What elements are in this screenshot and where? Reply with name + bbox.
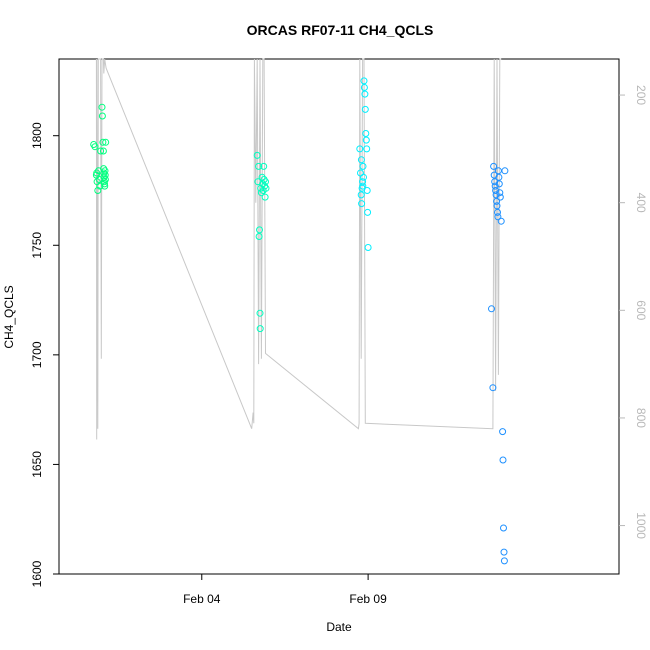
point-2-15 [363, 187, 371, 194]
x-axis-label: Date [326, 620, 352, 634]
y-tick-label-3: 1750 [30, 232, 44, 259]
y2-tick-label-1: 400 [634, 193, 648, 213]
point-1-2 [255, 162, 263, 170]
point-0-21 [102, 138, 110, 146]
y-tick-label-0: 1600 [30, 560, 44, 587]
point-3-23 [501, 167, 509, 175]
point-3-11 [494, 213, 502, 221]
point-2-5 [359, 178, 367, 186]
point-0-19 [101, 171, 109, 179]
chart-title: ORCAS RF07-11 CH4_QCLS [247, 22, 434, 38]
point-3-20 [500, 524, 507, 532]
point-3-22 [500, 557, 508, 565]
secondary-y-axis-ticks: 200 400 600 800 1000 [619, 85, 648, 539]
point-0-1 [91, 143, 99, 151]
point-2-10 [361, 90, 369, 98]
y-tick-label-2: 1700 [30, 341, 44, 368]
point-3-19 [499, 456, 507, 464]
point-3-18 [499, 428, 507, 436]
point-1-16 [262, 178, 269, 186]
point-3-10 [494, 208, 501, 216]
points-layer [90, 77, 509, 565]
point-1-15 [261, 193, 269, 201]
point-3-14 [495, 180, 503, 188]
point-3-0 [488, 305, 495, 313]
y2-tick-label-4: 1000 [634, 512, 648, 539]
point-3-13 [495, 173, 503, 181]
point-0-23 [96, 182, 104, 190]
y-tick-label-1: 1650 [30, 451, 44, 478]
point-2-13 [362, 136, 370, 144]
point-2-3 [358, 200, 366, 208]
point-2-11 [361, 105, 369, 113]
plot-frame [58, 58, 620, 575]
point-2-0 [356, 145, 364, 153]
point-1-4 [256, 226, 263, 234]
point-3-2 [490, 162, 498, 170]
secondary-line-layer [95, 58, 502, 440]
point-3-1 [489, 384, 497, 392]
point-2-9 [360, 84, 368, 91]
point-1-9 [258, 173, 266, 181]
point-3-16 [496, 193, 504, 201]
point-0-22 [93, 169, 101, 177]
point-0-20 [101, 176, 109, 183]
y2-tick-label-3: 800 [634, 408, 648, 428]
point-2-2 [357, 191, 365, 199]
y-tick-label-4: 1800 [30, 122, 44, 149]
point-0-10 [99, 138, 107, 146]
point-3-5 [491, 182, 499, 190]
point-2-8 [360, 77, 368, 85]
point-3-9 [493, 202, 501, 210]
y2-tick-label-2: 600 [634, 300, 648, 320]
point-0-18 [101, 167, 109, 175]
point-0-11 [99, 147, 107, 155]
point-0-9 [98, 112, 106, 120]
point-0-7 [97, 147, 105, 155]
point-2-7 [360, 173, 367, 181]
point-1-8 [257, 189, 265, 197]
point-3-21 [500, 548, 508, 556]
x-tick-label-1: Feb 09 [349, 592, 387, 606]
point-2-17 [364, 244, 372, 251]
point-3-15 [496, 189, 504, 197]
point-3-6 [492, 187, 500, 194]
point-2-6 [359, 162, 367, 170]
point-1-0 [253, 151, 261, 159]
point-1-12 [260, 162, 268, 170]
x-tick-label-0: Feb 04 [183, 592, 221, 606]
point-3-7 [492, 191, 500, 199]
y-axis-label: CH4_QCLS [2, 285, 16, 348]
point-1-5 [256, 309, 264, 317]
point-1-17 [262, 184, 270, 192]
point-2-12 [362, 130, 370, 137]
y-axis-ticks: 1600 1650 1700 1750 1800 [30, 122, 59, 587]
point-0-8 [98, 103, 106, 111]
x-axis-ticks: Feb 04 Feb 09 [183, 574, 387, 606]
y2-tick-label-0: 200 [634, 85, 648, 105]
secondary-series-line [95, 58, 502, 440]
point-2-16 [364, 208, 372, 216]
point-0-17 [101, 182, 109, 190]
point-2-19 [359, 182, 367, 190]
point-1-3 [255, 233, 263, 240]
point-0-4 [94, 187, 102, 194]
point-1-6 [256, 325, 264, 333]
point-2-14 [363, 145, 371, 153]
point-3-17 [497, 217, 505, 225]
point-2-18 [357, 156, 365, 164]
point-3-8 [493, 197, 501, 205]
